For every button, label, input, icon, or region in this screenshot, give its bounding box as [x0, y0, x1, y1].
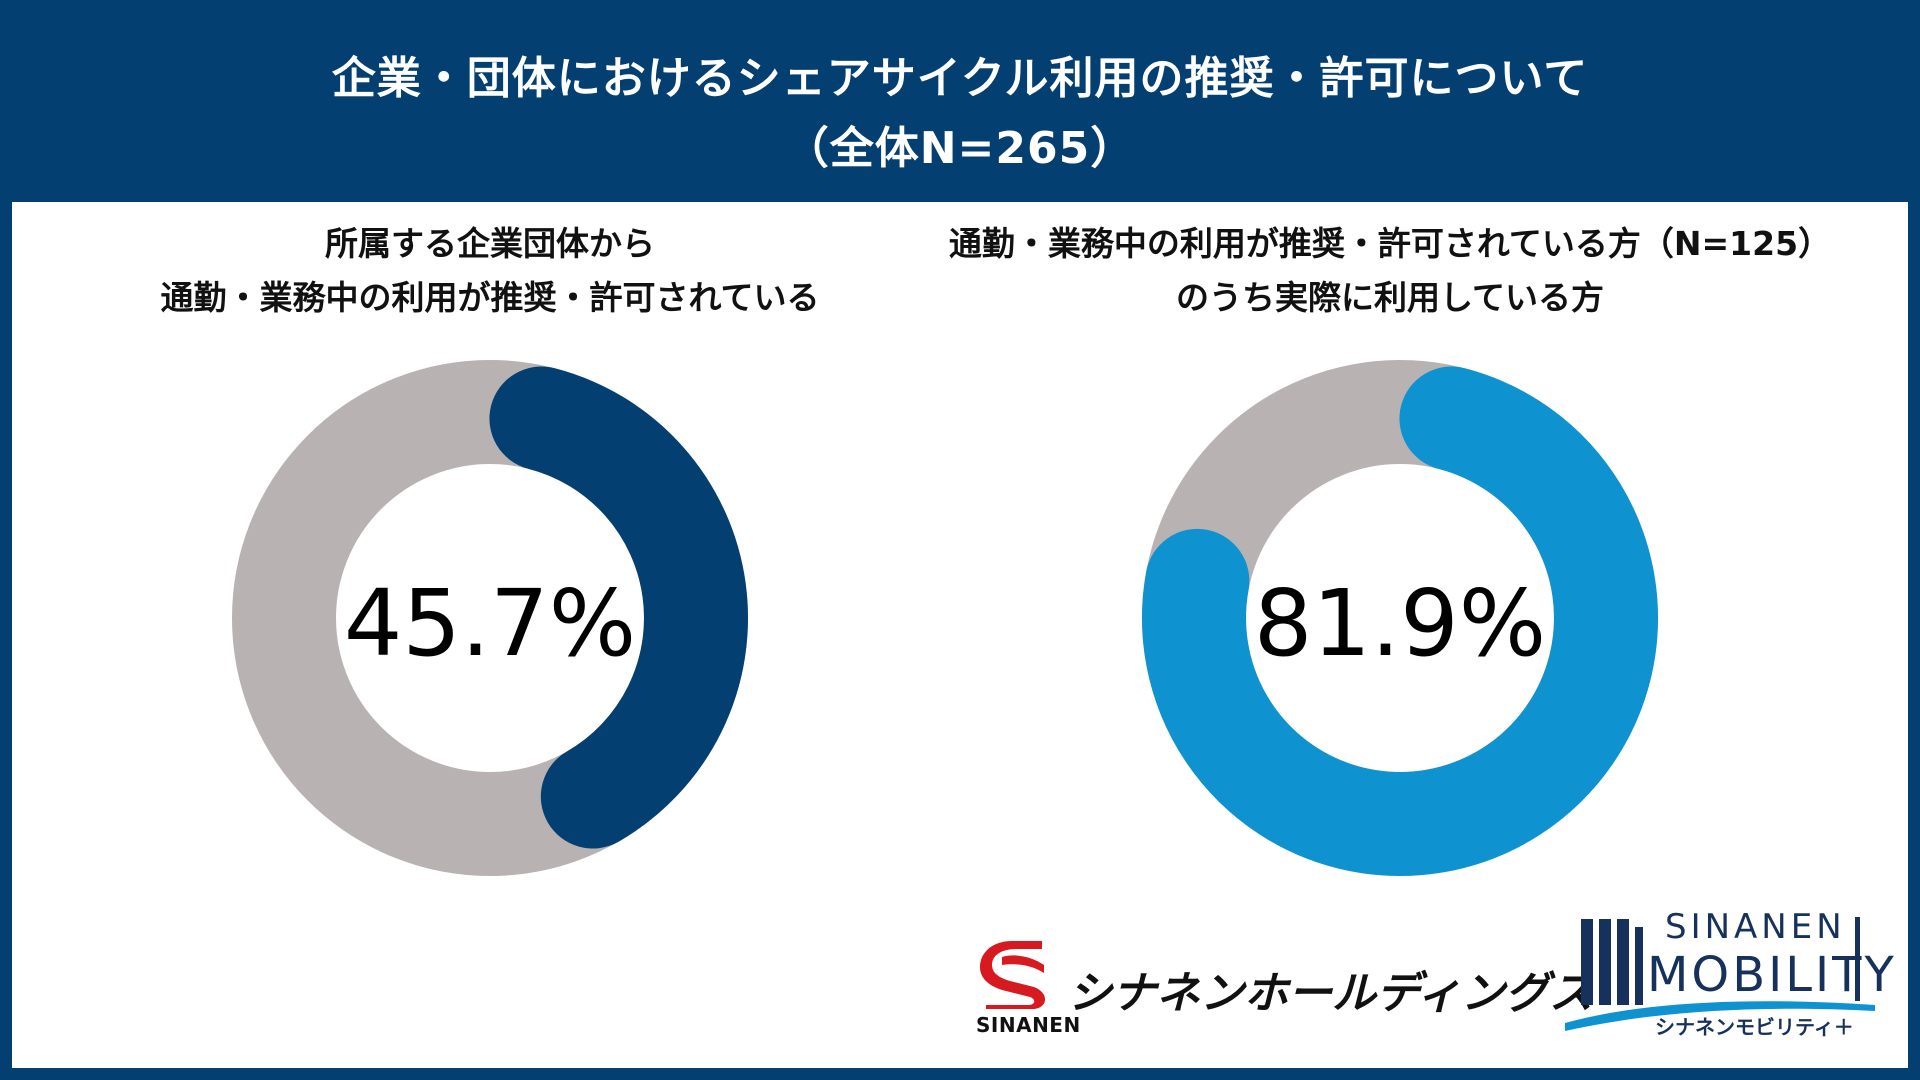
sinanen-mobility-logo: SINANEN MOBILITY シナネンモビリティ＋: [1555, 905, 1894, 1045]
right-donut-chart: [1142, 360, 1658, 876]
left-donut-chart: [232, 360, 748, 876]
header-banner: 企業・団体におけるシェアサイクル利用の推奨・許可について （全体N=265）: [0, 0, 1920, 202]
donut-value-arc: [489, 366, 748, 849]
mobility-sub-text: シナネンモビリティ＋: [1655, 1015, 1854, 1039]
mobility-skyline-icon: [1565, 917, 1875, 1031]
mobility-main-text: MOBILITY: [1647, 947, 1897, 1003]
sinanen-mark-text: SINANEN: [976, 1013, 1081, 1037]
right-chart-title-line1: 通勤・業務中の利用が推奨・許可されている方（N=125）: [948, 224, 1832, 263]
mobility-top-text: SINANEN: [1665, 907, 1846, 947]
right-chart-title-line2: のうち実際に利用している方: [1175, 278, 1604, 317]
donut-value-arc: [1142, 366, 1658, 876]
page-title: 企業・団体におけるシェアサイクル利用の推奨・許可について: [331, 53, 1589, 104]
sinanen-mark-icon: [980, 941, 1046, 1009]
page-subtitle: （全体N=265）: [784, 123, 1136, 174]
right-percentage-label: 81.9%: [1253, 570, 1547, 677]
holdings-name: シナネンホールディングス: [1068, 968, 1593, 1019]
sinanen-holdings-logo: SINANEN シナネンホールディングス: [972, 935, 1593, 1037]
left-chart-title-line2: 通勤・業務中の利用が推奨・許可されている: [160, 278, 820, 317]
left-chart-title-line1: 所属する企業団体から: [325, 224, 655, 263]
left-chart-title: 所属する企業団体から 通勤・業務中の利用が推奨・許可されている: [90, 217, 890, 325]
left-percentage-label: 45.7%: [343, 570, 637, 677]
right-chart-title: 通勤・業務中の利用が推奨・許可されている方（N=125） のうち実際に利用してい…: [880, 217, 1900, 325]
